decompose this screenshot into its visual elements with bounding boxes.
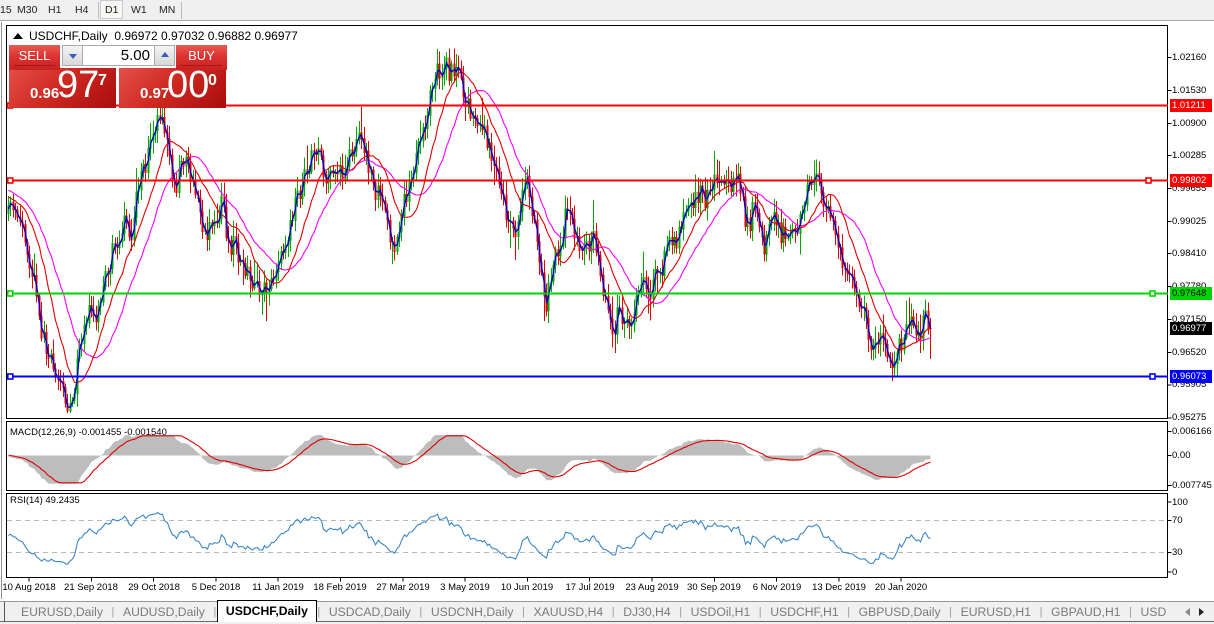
- svg-text:RSI(14) 49.2435: RSI(14) 49.2435: [10, 495, 80, 506]
- svg-text:MACD(12,26,9) -0.001455 -0.001: MACD(12,26,9) -0.001455 -0.001540: [10, 427, 167, 438]
